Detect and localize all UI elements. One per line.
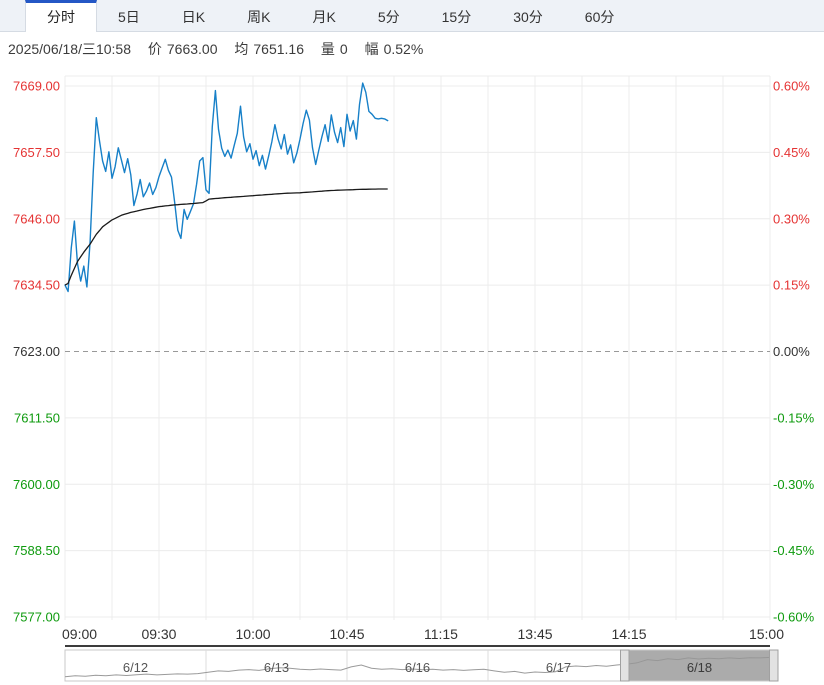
- navigator-date-label: 6/17: [546, 660, 571, 675]
- navigator-selection[interactable]: [629, 650, 770, 681]
- y-axis-right-label: 0.00%: [773, 344, 810, 359]
- y-axis-right-label: 0.60%: [773, 79, 810, 94]
- x-axis-label: 15:00: [749, 626, 784, 642]
- tab-5min[interactable]: 5分: [357, 0, 421, 31]
- x-axis-label: 10:00: [236, 626, 271, 642]
- period-tab-bar: 分时 5日 日K 周K 月K 5分 15分 30分 60分: [0, 0, 824, 32]
- tab-weekly-k[interactable]: 周K: [226, 0, 291, 31]
- tab-monthly-k[interactable]: 月K: [291, 0, 356, 31]
- y-axis-left-label: 7588.50: [13, 543, 60, 558]
- x-axis-label: 10:45: [329, 626, 364, 642]
- y-axis-right-label: 0.45%: [773, 145, 810, 160]
- price-line: [64, 82, 389, 293]
- x-axis-label: 14:15: [611, 626, 646, 642]
- y-axis-left-label: 7623.00: [13, 344, 60, 359]
- y-axis-left-label: 7669.00: [13, 79, 60, 94]
- y-axis-left-label: 7611.50: [14, 410, 60, 425]
- quote-price: 价 7663.00: [148, 41, 218, 57]
- quote-average: 均 7651.16: [234, 41, 304, 57]
- change-value: 0.52%: [383, 41, 424, 57]
- tab-60min[interactable]: 60分: [564, 0, 636, 31]
- average-line: [64, 188, 388, 286]
- tab-fenshi[interactable]: 分时: [25, 0, 97, 32]
- y-axis-right-label: -0.45%: [773, 543, 815, 558]
- y-axis-left-label: 7634.50: [13, 278, 60, 293]
- quote-change: 幅 0.52%: [365, 41, 424, 57]
- volume-label: 量: [320, 41, 335, 57]
- tab-30min[interactable]: 30分: [492, 0, 564, 31]
- y-axis-left-label: 7657.50: [13, 145, 60, 160]
- x-axis-label: 11:15: [424, 626, 458, 642]
- navigator-right-handle[interactable]: [769, 649, 779, 682]
- price-value: 7663.00: [166, 41, 218, 57]
- navigator-left-handle[interactable]: [620, 649, 630, 682]
- intraday-chart: 7669.00 0.60% 7657.50 0.45% 7646.00 0.30% 7634…: [13, 75, 815, 647]
- chart-bottom-border: [65, 645, 770, 647]
- change-label: 幅: [364, 41, 379, 57]
- y-axis-right-label: 0.30%: [773, 211, 810, 226]
- navigator-date-label: 6/18: [687, 660, 712, 675]
- y-axis-right-label: -0.15%: [773, 410, 815, 425]
- volume-value: 0: [339, 41, 348, 57]
- tab-15min[interactable]: 15分: [421, 0, 493, 31]
- tab-daily-k[interactable]: 日K: [161, 0, 226, 31]
- y-axis-right-label: -0.60%: [773, 610, 815, 625]
- navigator-date-label: 6/16: [405, 660, 430, 675]
- x-axis-label: 09:00: [62, 626, 97, 642]
- y-axis-right-label: -0.30%: [773, 477, 815, 492]
- y-axis-left-label: 7600.00: [13, 477, 60, 492]
- x-axis-label: 09:30: [141, 626, 176, 642]
- y-axis-left-label: 7577.00: [13, 610, 60, 625]
- quote-datetime: 2025/06/18/三10:58: [8, 41, 131, 57]
- avg-label: 均: [234, 41, 249, 57]
- y-axis-left-label: 7646.00: [13, 211, 60, 226]
- x-axis-label: 13:45: [518, 626, 553, 642]
- price-label: 价: [147, 41, 162, 57]
- date-navigator: 6/12 6/13 6/16 6/17 6/18: [64, 649, 779, 682]
- avg-value: 7651.16: [253, 41, 304, 57]
- tab-5day[interactable]: 5日: [97, 0, 161, 31]
- navigator-date-label: 6/13: [264, 660, 289, 675]
- navigator-date-label: 6/12: [123, 660, 148, 675]
- y-axis-right-label: 0.15%: [773, 278, 810, 293]
